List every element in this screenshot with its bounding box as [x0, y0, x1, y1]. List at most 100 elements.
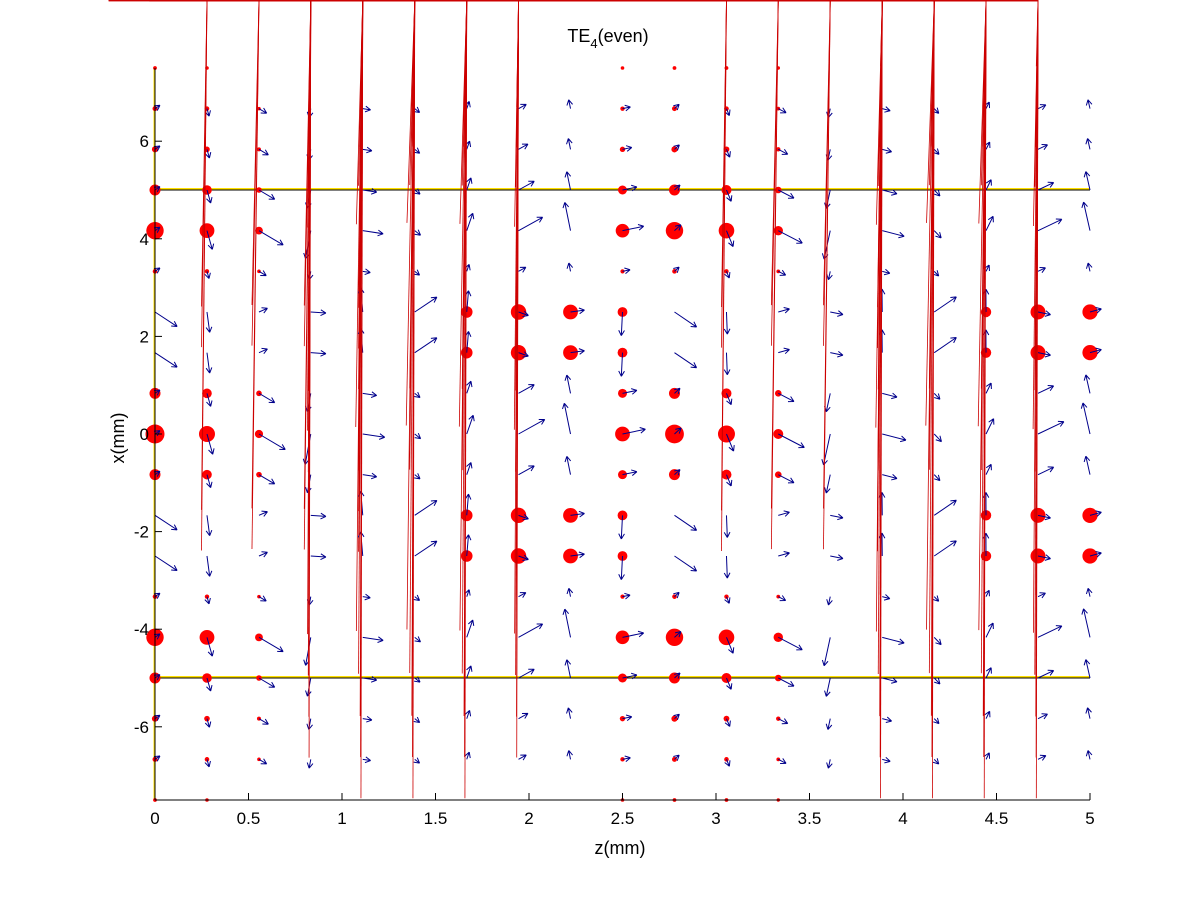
field-cross-r18-c6 [464, 0, 468, 799]
field-arrow-r7-c8 [570, 348, 585, 355]
field-cross-r1-c17 [109, 1, 1038, 109]
field-arrow-r17-c7 [518, 754, 527, 761]
field-arrow-r17-c13 [826, 759, 833, 769]
field-arrow-r14-c7 [518, 623, 544, 638]
field-cross-r12-c12 [770, 0, 779, 550]
field-arrow-r6-c8 [570, 307, 585, 315]
field-arrow-r3-c7 [518, 180, 535, 191]
field-cross-r5-c6 [271, 0, 466, 271]
field-cross-r8-c4 [359, 0, 394, 393]
field-arrow-r6-c9 [618, 311, 625, 336]
field-cross-r2-c5 [149, 1, 414, 149]
field-arrow-r16-c11 [724, 718, 731, 727]
x-axis-label: z(mm) [595, 838, 646, 858]
x-tick-label-4: 2 [524, 809, 533, 828]
field-cross-r6-c1 [201, 0, 208, 307]
field-arrow-r12-c1 [205, 555, 213, 577]
field-cross-r18-c5 [412, 0, 416, 799]
field-cross-r18-c14 [880, 0, 883, 799]
field-arrow-r14-c16 [985, 622, 994, 638]
field-arrow-r14-c18 [1081, 608, 1091, 638]
field-arrow-r17-c15 [932, 758, 940, 765]
field-arrow-r3-c16 [985, 179, 992, 191]
field-cross-r4-c14 [231, 1, 883, 231]
field-arrow-r5-c7 [518, 266, 527, 273]
field-arrow-r9-c5 [414, 432, 422, 440]
field-arrow-r11-c2 [258, 510, 268, 517]
field-arrow-r14-c11 [726, 637, 735, 654]
field-cross-r8-c3 [308, 1, 393, 394]
field-arrow-r10-c7 [518, 465, 535, 476]
field-arrow-r9-c15 [933, 433, 942, 443]
field-arrow-r14-c8 [562, 608, 572, 638]
field-cross-r14-c4 [356, 0, 637, 637]
field-cross-r9-c4 [355, 0, 364, 428]
field-cross-r17-c15 [759, 0, 934, 759]
field-arrow-r3-c14 [882, 189, 898, 196]
field-arrow-r9-c12 [778, 433, 805, 449]
field-arrow-r15-c2 [258, 677, 276, 688]
field-cross-r8-c16 [393, 1, 986, 394]
field-arrow-r2-c12 [778, 148, 789, 155]
field-arrow-r11-c3 [310, 512, 327, 520]
field-arrow-r8-c9 [622, 388, 638, 395]
field-arrow-r9-c6 [466, 414, 475, 435]
field-arrow-r6-c17 [1037, 310, 1051, 317]
field-cross-r1-c3 [109, 1, 311, 109]
field-arrow-r2-c4 [362, 146, 373, 154]
field-arrow-r9-c1 [206, 433, 215, 455]
field-arrow-r9-c9 [622, 427, 646, 435]
field-arrow-r16-c6 [464, 710, 472, 719]
field-arrow-r13-c17 [1037, 592, 1046, 599]
field-cross-r8-c17 [393, 0, 1038, 393]
field-cross-r6-c3 [303, 0, 312, 306]
x-tick-label-3: 1.5 [424, 809, 448, 828]
field-cross-r4-c6 [231, 1, 467, 231]
field-cross-r16-c7 [517, 0, 719, 719]
field-cross-r16-c3 [309, 1, 719, 719]
field-arrow-r6-c18 [1089, 307, 1102, 314]
field-arrow-r4-c18 [1081, 201, 1091, 231]
field-cross-r15-c4 [358, 0, 364, 674]
field-cross-r17-c6 [465, 0, 760, 759]
field-cross-r12-c1 [201, 0, 208, 551]
field-arrow-r12-c15 [933, 540, 957, 557]
field-arrow-r10-c6 [466, 462, 473, 475]
field-arrow-r5-c12 [778, 269, 787, 276]
field-arrow-r10-c5 [414, 473, 421, 480]
field-arrow-r4-c13 [821, 230, 831, 260]
field-arrow-r10-c15 [933, 474, 941, 482]
field-arrow-r6-c1 [205, 311, 213, 333]
field-arrow-r3-c5 [414, 188, 421, 195]
field-arrow-r16-c3 [306, 718, 313, 730]
field-arrow-r13-c8 [566, 587, 574, 597]
field-cross-r12-c3 [303, 0, 312, 550]
field-cross-r13-c6 [465, 0, 597, 597]
field-arrow-r15-c3 [305, 677, 312, 697]
field-arrow-r14-c1 [206, 637, 215, 657]
field-arrow-r16-c2 [258, 718, 269, 725]
field-arrow-r17-c6 [464, 751, 471, 760]
field-cross-r1-c14 [109, 0, 883, 109]
field-arrow-r9-c13 [821, 433, 831, 466]
x-tick-label-1: 0.5 [237, 809, 261, 828]
field-arrow-r4-c12 [778, 230, 803, 244]
field-dot-r0-c10 [672, 66, 677, 70]
field-arrow-r6-c10 [674, 311, 698, 328]
field-arrow-r3-c8 [564, 171, 572, 191]
field-arrow-r14-c2 [258, 636, 284, 653]
field-cross-r2-c14 [149, 1, 882, 150]
field-arrow-r6-c0 [154, 311, 178, 328]
field-arrow-r1-c4 [362, 105, 371, 113]
field-arrow-r2-c18 [1085, 138, 1092, 150]
field-arrow-r4-c6 [466, 212, 475, 231]
field-cross-r17-c14 [759, 0, 882, 759]
field-arrow-r10-c1 [206, 474, 213, 489]
field-arrow-r14-c5 [414, 636, 421, 643]
field-arrow-r6-c15 [933, 296, 957, 313]
field-arrow-r9-c14 [882, 433, 907, 443]
field-arrow-r8-c6 [466, 380, 473, 394]
field-arrow-r7-c10 [674, 352, 698, 369]
field-arrow-r7-c2 [258, 347, 268, 354]
field-arrow-r3-c4 [362, 188, 378, 195]
